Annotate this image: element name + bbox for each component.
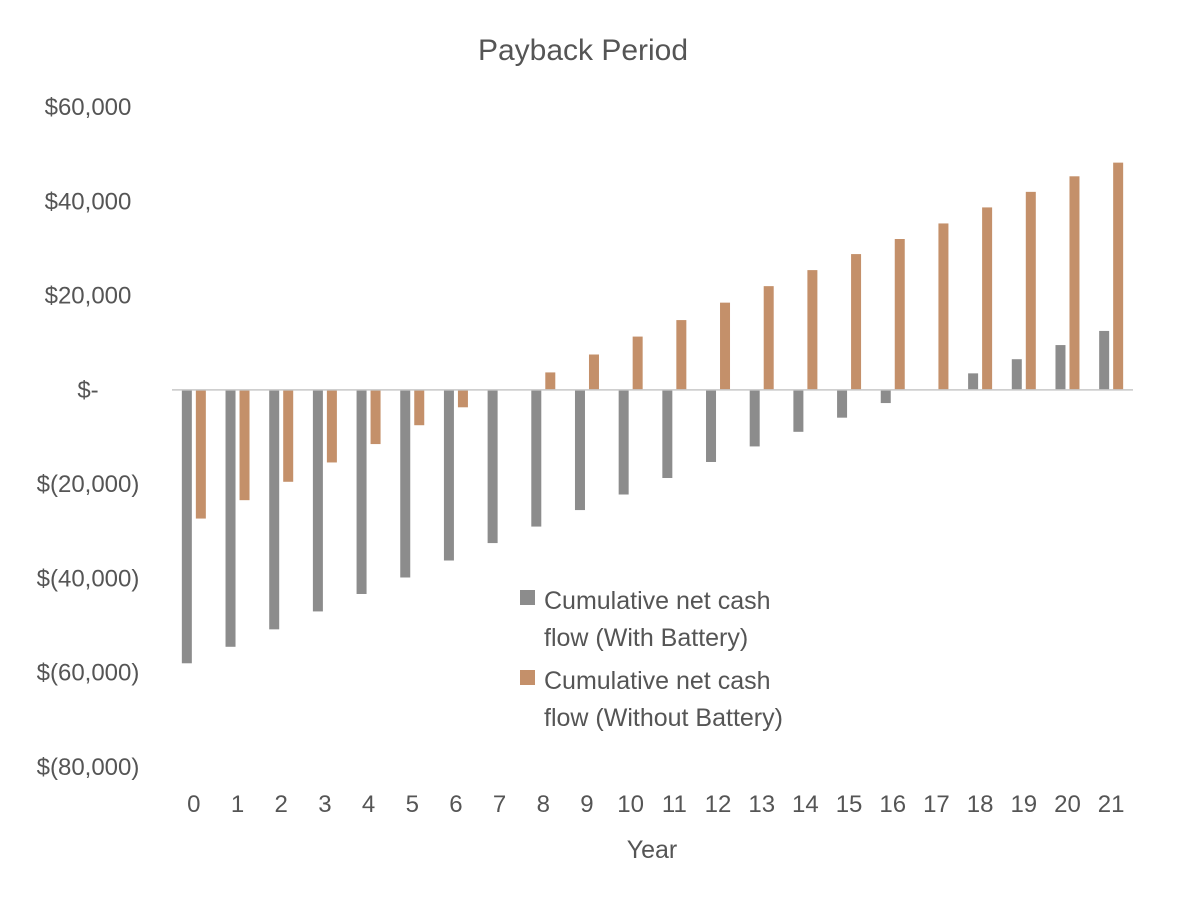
bar-with-battery-year-2 bbox=[269, 389, 280, 630]
legend-swatch bbox=[520, 590, 535, 605]
x-tick-label: 13 bbox=[748, 791, 775, 818]
bar-with-battery-year-12 bbox=[706, 389, 717, 462]
x-tick-label: 5 bbox=[406, 791, 419, 818]
bar-without-battery-year-0 bbox=[195, 389, 206, 519]
bar-with-battery-year-0 bbox=[181, 389, 192, 664]
legend-label: flow (Without Battery) bbox=[544, 704, 783, 732]
x-tick-label: 17 bbox=[923, 791, 950, 818]
bar-with-battery-year-9 bbox=[574, 389, 585, 511]
x-tick-label: 20 bbox=[1054, 791, 1081, 818]
x-axis-label: Year bbox=[627, 836, 678, 864]
bar-without-battery-year-9 bbox=[588, 354, 599, 390]
x-tick-label: 21 bbox=[1098, 791, 1125, 818]
bar-with-battery-year-4 bbox=[356, 389, 367, 594]
bar-with-battery-year-16 bbox=[880, 389, 891, 404]
x-tick-label: 6 bbox=[449, 791, 462, 818]
y-tick-label: $(40,000) bbox=[37, 565, 140, 592]
bar-without-battery-year-1 bbox=[239, 389, 250, 501]
x-tick-label: 14 bbox=[792, 791, 819, 818]
bar-without-battery-year-10 bbox=[632, 336, 643, 390]
x-tick-label: 8 bbox=[537, 791, 550, 818]
x-tick-label: 2 bbox=[275, 791, 288, 818]
bar-with-battery-year-7 bbox=[487, 389, 498, 544]
x-tick-label: 0 bbox=[187, 791, 200, 818]
y-tick-label: $60,000 bbox=[45, 94, 132, 121]
bar-without-battery-year-21 bbox=[1113, 162, 1124, 390]
y-tick-label: $(20,000) bbox=[37, 471, 140, 498]
x-axis-ticks: 0 1 2 3 4 5 6 7 8 9 10 11 12 13 14 15 16 17 18 19 20 21 bbox=[187, 791, 1124, 818]
bar-without-battery-year-8 bbox=[545, 372, 556, 390]
bar-with-battery-year-13 bbox=[749, 389, 760, 447]
legend: Cumulative net cash flow (With Battery) Cu… bbox=[520, 587, 783, 732]
chart-title: Payback Period bbox=[478, 34, 688, 67]
x-tick-label: 10 bbox=[617, 791, 644, 818]
bar-without-battery-year-6 bbox=[457, 389, 468, 408]
bar-without-battery-year-3 bbox=[326, 389, 337, 463]
x-tick-label: 3 bbox=[318, 791, 331, 818]
bar-with-battery-year-8 bbox=[531, 389, 542, 527]
x-tick-label: 15 bbox=[836, 791, 863, 818]
bar-with-battery-year-20 bbox=[1055, 345, 1066, 390]
legend-label: Cumulative net cash bbox=[544, 667, 771, 695]
bar-without-battery-year-5 bbox=[414, 389, 425, 426]
bar-without-battery-year-12 bbox=[720, 302, 731, 390]
legend-swatch bbox=[520, 670, 535, 685]
bar-without-battery-year-4 bbox=[370, 389, 381, 445]
bars bbox=[181, 162, 1124, 664]
bar-with-battery-year-18 bbox=[968, 373, 979, 390]
bar-without-battery-year-14 bbox=[807, 270, 818, 390]
x-tick-label: 16 bbox=[879, 791, 906, 818]
x-tick-label: 19 bbox=[1010, 791, 1037, 818]
x-tick-label: 11 bbox=[662, 791, 687, 818]
bar-without-battery-year-17 bbox=[938, 223, 949, 390]
bar-with-battery-year-11 bbox=[662, 389, 673, 479]
bar-with-battery-year-15 bbox=[837, 389, 848, 418]
bar-without-battery-year-15 bbox=[851, 254, 862, 390]
y-tick-label: $20,000 bbox=[45, 283, 132, 310]
legend-label: Cumulative net cash bbox=[544, 587, 771, 615]
bar-with-battery-year-10 bbox=[618, 389, 629, 495]
bar-without-battery-year-13 bbox=[763, 286, 774, 390]
bar-without-battery-year-16 bbox=[894, 239, 905, 390]
bar-without-battery-year-18 bbox=[982, 207, 993, 390]
y-tick-label: $(60,000) bbox=[37, 660, 140, 687]
x-tick-label: 7 bbox=[493, 791, 506, 818]
bar-with-battery-year-3 bbox=[312, 389, 323, 612]
bar-without-battery-year-2 bbox=[283, 389, 294, 482]
y-tick-label: $40,000 bbox=[45, 188, 132, 215]
x-tick-label: 12 bbox=[705, 791, 732, 818]
bar-without-battery-year-20 bbox=[1069, 176, 1080, 390]
bar-with-battery-year-19 bbox=[1011, 359, 1022, 390]
y-tick-label: $(80,000) bbox=[37, 754, 140, 781]
bar-without-battery-year-11 bbox=[676, 320, 687, 390]
y-axis-ticks: $60,000 $40,000 $20,000 $- $(20,000) $(40,000… bbox=[37, 94, 140, 781]
bar-with-battery-year-14 bbox=[793, 389, 804, 432]
x-tick-label: 4 bbox=[362, 791, 375, 818]
x-tick-label: 1 bbox=[231, 791, 244, 818]
x-tick-label: 9 bbox=[580, 791, 593, 818]
bar-with-battery-year-21 bbox=[1099, 330, 1110, 390]
legend-label: flow (With Battery) bbox=[544, 624, 748, 652]
x-tick-label: 18 bbox=[967, 791, 994, 818]
bar-with-battery-year-1 bbox=[225, 389, 236, 647]
bar-with-battery-year-5 bbox=[400, 389, 411, 578]
bar-without-battery-year-19 bbox=[1025, 191, 1036, 390]
y-tick-label: $- bbox=[77, 377, 98, 404]
bar-with-battery-year-6 bbox=[443, 389, 454, 561]
